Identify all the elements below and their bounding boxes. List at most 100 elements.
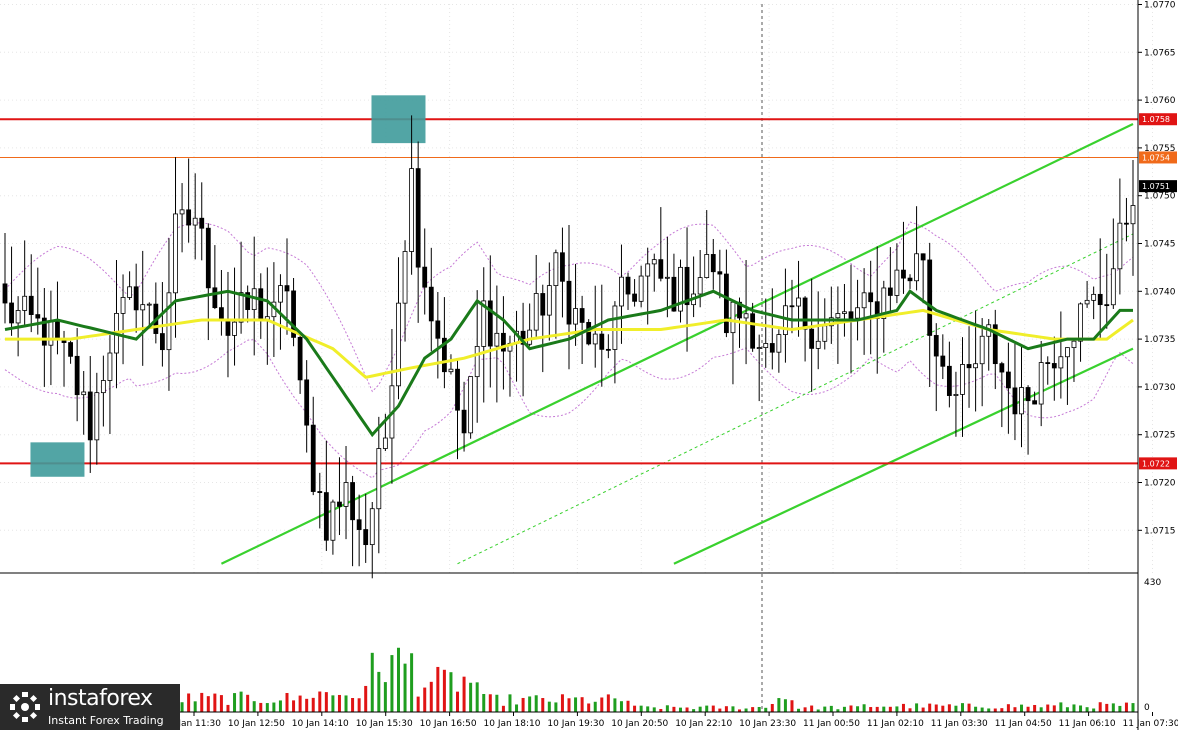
volume-bar bbox=[882, 706, 886, 712]
candle bbox=[704, 210, 710, 279]
volume-bar bbox=[187, 693, 191, 712]
candle-body bbox=[540, 293, 546, 316]
candle bbox=[356, 494, 362, 567]
volume-bar bbox=[442, 669, 446, 712]
candle-body bbox=[717, 271, 723, 275]
candle bbox=[1104, 253, 1110, 329]
candle-body bbox=[638, 275, 644, 302]
candle-body bbox=[278, 285, 283, 303]
candle-body bbox=[1117, 222, 1123, 270]
candle-body bbox=[317, 491, 323, 493]
candle bbox=[1025, 385, 1031, 455]
candle-body bbox=[533, 293, 539, 331]
candle-body bbox=[186, 209, 192, 226]
candle-body bbox=[474, 346, 480, 378]
candle-body bbox=[822, 325, 828, 342]
volume-bar bbox=[449, 672, 453, 712]
candle bbox=[907, 274, 913, 289]
candle-body bbox=[684, 266, 690, 306]
candle-body bbox=[1019, 387, 1024, 415]
volume-bar bbox=[633, 705, 637, 712]
volume-bar bbox=[246, 694, 250, 712]
candle bbox=[769, 288, 775, 370]
volume-bar bbox=[1013, 707, 1017, 712]
candle-body bbox=[1025, 387, 1031, 402]
price-tick-label: 1.0745 bbox=[1144, 240, 1176, 250]
volume-bar bbox=[1000, 708, 1004, 712]
candle bbox=[855, 279, 860, 341]
volume-bar bbox=[1039, 707, 1043, 712]
candle-body bbox=[632, 293, 637, 302]
candle bbox=[835, 286, 841, 364]
candle-body bbox=[28, 295, 34, 315]
candle-body bbox=[855, 307, 860, 319]
volume-bar bbox=[272, 702, 276, 712]
candle-body bbox=[15, 310, 21, 324]
volume-bar bbox=[718, 708, 722, 712]
candle bbox=[330, 499, 336, 555]
volume-bar bbox=[547, 701, 551, 712]
candle bbox=[153, 282, 159, 344]
candle bbox=[763, 298, 769, 368]
candle-body bbox=[173, 213, 178, 294]
candle bbox=[999, 361, 1005, 428]
current-price-tag: 1.0751 bbox=[1142, 182, 1170, 191]
candle bbox=[619, 244, 624, 344]
price-tick-label: 1.0730 bbox=[1144, 383, 1176, 393]
candle-body bbox=[605, 348, 611, 351]
volume-bar bbox=[429, 681, 433, 712]
candle bbox=[868, 260, 874, 355]
volume-max-label: 430 bbox=[1144, 578, 1161, 588]
candle-body bbox=[140, 304, 146, 311]
candle bbox=[533, 254, 539, 337]
lower-band bbox=[4, 339, 1134, 479]
volume-bar bbox=[1059, 702, 1063, 712]
volume-bar bbox=[639, 705, 643, 712]
volume-bar bbox=[318, 691, 322, 712]
volume-bar bbox=[724, 706, 728, 712]
candle bbox=[494, 285, 500, 403]
candle-body bbox=[704, 254, 710, 279]
candle-body bbox=[68, 342, 73, 357]
volume-bar bbox=[515, 704, 519, 712]
volume-bar bbox=[324, 692, 328, 712]
volume-bar bbox=[738, 709, 742, 712]
candle bbox=[756, 334, 762, 402]
candle bbox=[1045, 356, 1051, 385]
candle bbox=[579, 295, 585, 364]
candle bbox=[487, 255, 493, 388]
candle bbox=[664, 236, 670, 318]
candle-body bbox=[999, 363, 1005, 373]
candle bbox=[638, 265, 644, 308]
volume-bar bbox=[764, 707, 768, 712]
price-tick-label: 1.0750 bbox=[1144, 192, 1176, 202]
candle bbox=[415, 141, 421, 323]
signal-boxes bbox=[30, 95, 426, 477]
volume-bar bbox=[593, 701, 597, 712]
candle-body bbox=[35, 314, 41, 319]
volume-bar bbox=[652, 707, 656, 712]
volume-bar bbox=[285, 692, 289, 712]
candle bbox=[1012, 341, 1018, 441]
candle bbox=[743, 260, 749, 365]
candle-body bbox=[1065, 347, 1070, 358]
candle-body bbox=[455, 368, 460, 411]
candle-body bbox=[658, 259, 664, 279]
candle-body bbox=[723, 273, 729, 334]
volume-bar bbox=[678, 707, 682, 712]
candle bbox=[68, 340, 73, 364]
candle bbox=[232, 267, 237, 366]
candle-body bbox=[887, 287, 893, 296]
candle bbox=[402, 240, 408, 342]
candle-body bbox=[979, 335, 985, 365]
candle bbox=[107, 335, 113, 435]
volume-bar bbox=[219, 695, 223, 712]
candle bbox=[992, 309, 998, 390]
level-tag-bg bbox=[1139, 151, 1177, 164]
candle-body bbox=[120, 297, 126, 314]
candle bbox=[658, 207, 664, 282]
candle bbox=[291, 277, 296, 347]
signal-box bbox=[371, 95, 426, 144]
volume-bar bbox=[305, 698, 309, 712]
level-tag: 1.0758 bbox=[1142, 115, 1170, 124]
